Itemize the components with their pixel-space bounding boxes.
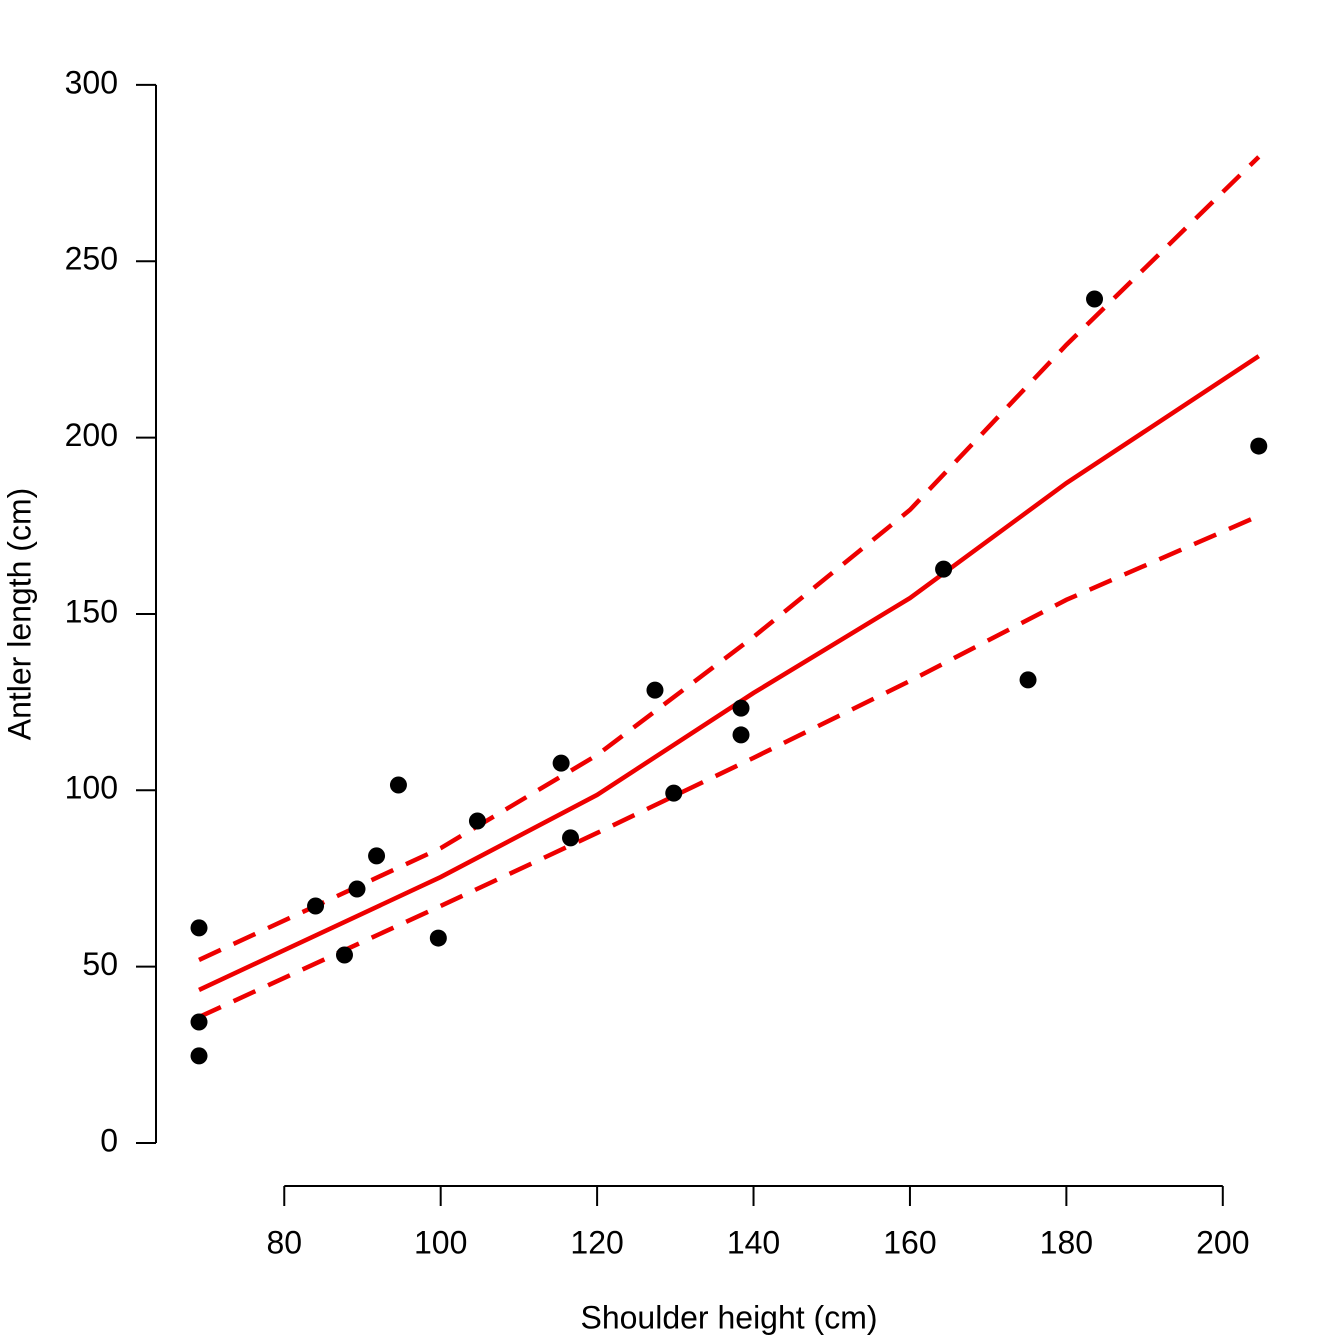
x-tick-label: 100	[414, 1224, 467, 1260]
point	[190, 1047, 208, 1065]
point	[732, 699, 750, 717]
point	[1086, 290, 1104, 308]
point	[468, 812, 486, 830]
point	[665, 784, 683, 802]
point	[935, 560, 953, 578]
point	[307, 897, 325, 915]
x-axis-label: Shoulder height (cm)	[580, 1299, 877, 1335]
y-tick-label: 300	[65, 64, 118, 100]
point	[348, 880, 366, 898]
y-tick-label: 150	[65, 593, 118, 629]
y-tick-label: 0	[100, 1122, 118, 1158]
point	[368, 847, 386, 865]
point	[335, 946, 353, 964]
x-tick-label: 140	[727, 1224, 780, 1260]
point	[732, 726, 750, 744]
confidence-line	[198, 513, 1260, 1020]
point	[646, 681, 664, 699]
fit-line	[198, 354, 1261, 992]
confidence-line	[198, 155, 1261, 962]
point	[389, 776, 407, 794]
x-tick-label: 120	[570, 1224, 623, 1260]
point	[190, 1013, 208, 1031]
point	[552, 754, 570, 772]
point	[190, 919, 208, 937]
x-tick-label: 80	[266, 1224, 302, 1260]
y-tick-label: 100	[65, 770, 118, 806]
point	[562, 829, 580, 847]
y-tick-label: 50	[82, 946, 118, 982]
y-tick-label: 250	[65, 241, 118, 277]
x-tick-label: 160	[883, 1224, 936, 1260]
y-tick-label: 200	[65, 417, 118, 453]
x-tick-label: 180	[1040, 1224, 1093, 1260]
x-tick-label: 200	[1196, 1224, 1249, 1260]
point	[1019, 671, 1037, 689]
point	[429, 929, 447, 947]
y-axis-label: Antler length (cm)	[1, 488, 37, 741]
point	[1250, 437, 1268, 455]
